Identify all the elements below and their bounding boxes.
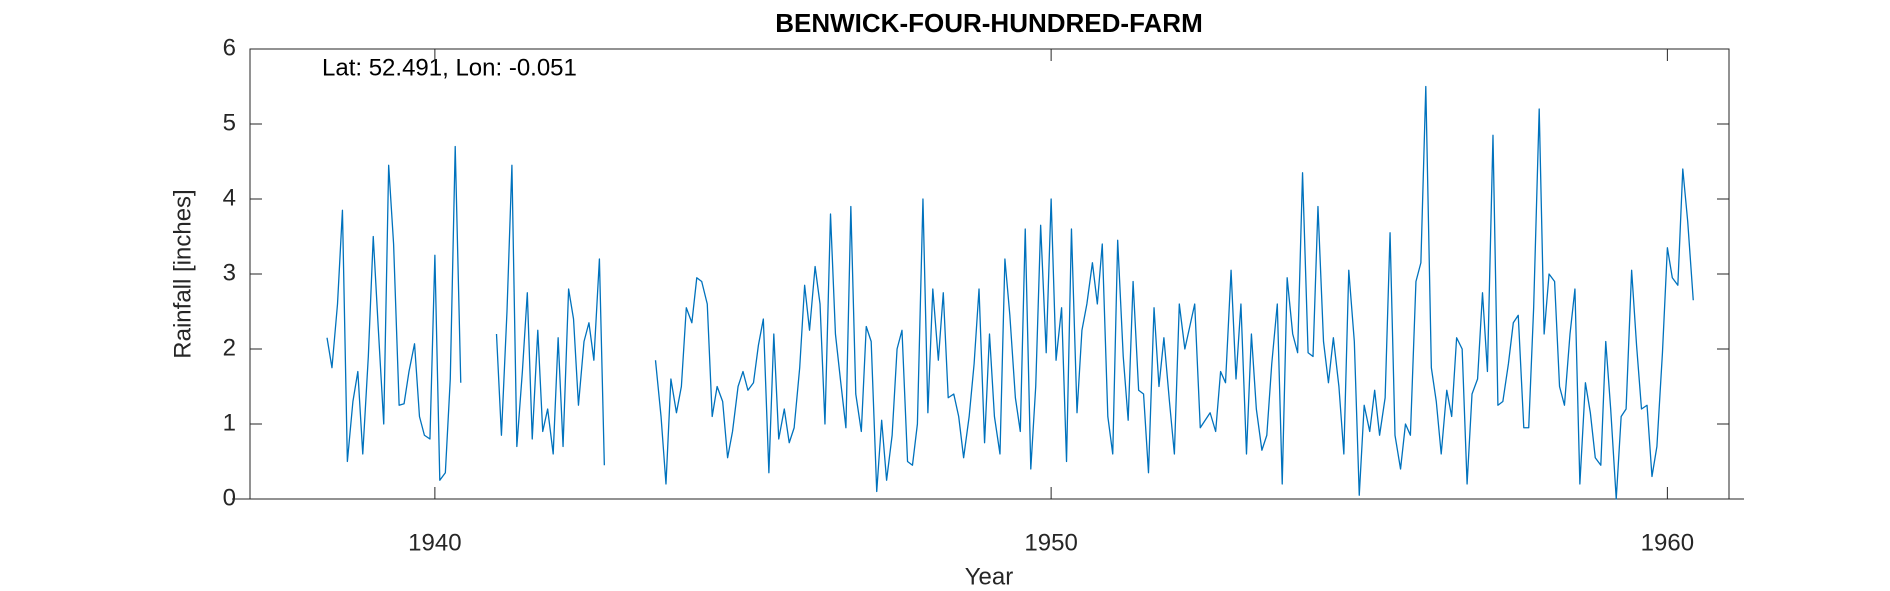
y-tick-label: 4 bbox=[223, 184, 236, 211]
x-tick-label: 1960 bbox=[1641, 529, 1694, 556]
axes-box bbox=[249, 48, 1730, 500]
y-tick-label: 1 bbox=[223, 409, 236, 436]
y-tick-label: 0 bbox=[223, 484, 236, 511]
chart-title: BENWICK-FOUR-HUNDRED-FARM bbox=[775, 8, 1203, 38]
y-tick-label: 3 bbox=[223, 259, 236, 286]
x-axis-label: Year bbox=[965, 563, 1014, 590]
annotation: Lat: 52.491, Lon: -0.051 bbox=[322, 54, 577, 81]
y-axis-label: Rainfall [inches] bbox=[169, 189, 196, 358]
y-tick-label: 6 bbox=[223, 34, 236, 61]
rainfall-line bbox=[326, 85, 1694, 500]
x-tick-label: 1950 bbox=[1024, 529, 1077, 556]
x-tick-label: 1940 bbox=[408, 529, 461, 556]
y-tick-label: 2 bbox=[223, 334, 236, 361]
y-tick-label: 5 bbox=[223, 109, 236, 136]
